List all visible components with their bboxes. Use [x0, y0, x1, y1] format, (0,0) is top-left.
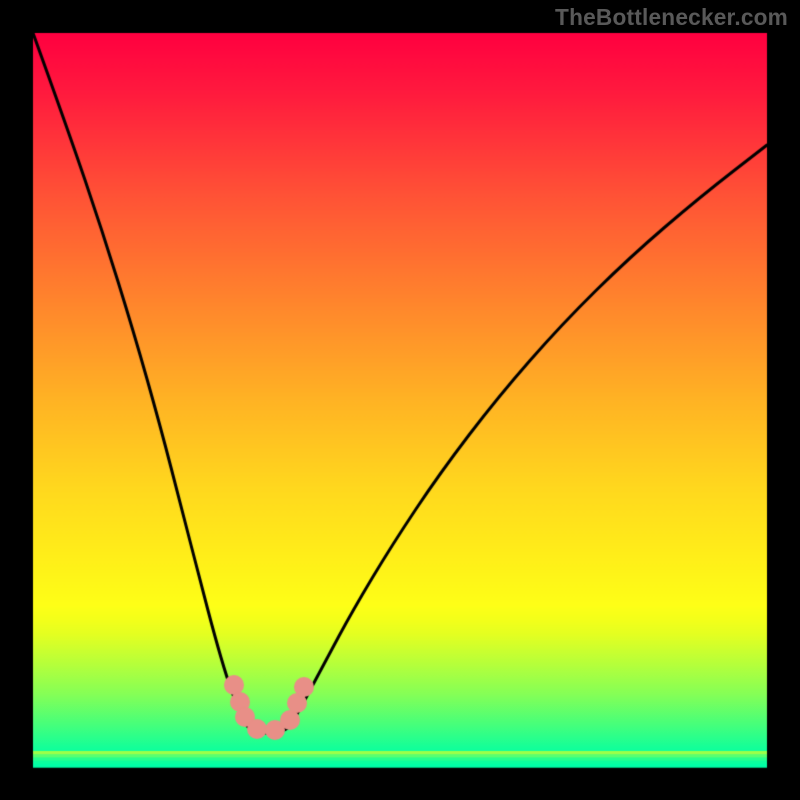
bottleneck-v-curve-chart: [0, 0, 800, 800]
chart-container: TheBottlenecker.com: [0, 0, 800, 800]
watermark-text: TheBottlenecker.com: [555, 4, 788, 31]
